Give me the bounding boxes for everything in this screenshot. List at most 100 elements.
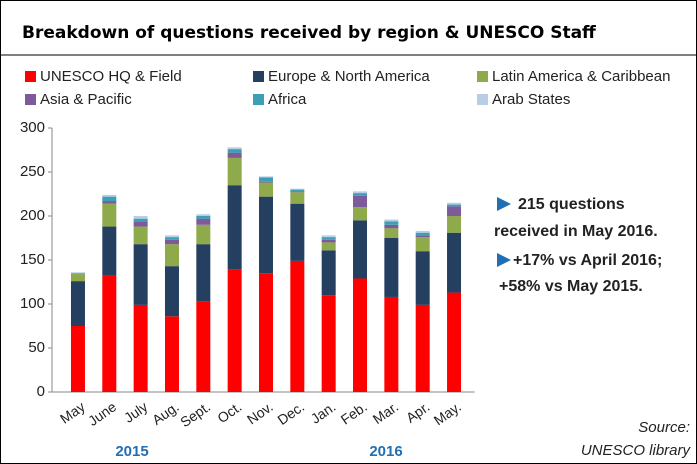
bar-segment <box>164 235 179 238</box>
bar-segment <box>384 296 399 392</box>
bar-segment <box>353 195 368 208</box>
bar-segment <box>70 273 85 275</box>
bar-segment <box>415 235 430 238</box>
year-label: 2016 <box>369 443 402 460</box>
bar-segment <box>102 196 117 202</box>
bar-segment <box>164 244 179 267</box>
source: Source: <box>638 419 690 436</box>
bar-segment <box>447 202 462 205</box>
bar-segment <box>353 193 368 196</box>
bar-segment <box>259 177 273 182</box>
bar-segment <box>290 192 305 204</box>
bar-segment <box>447 232 462 293</box>
bar-segment <box>227 147 242 150</box>
bar-segment <box>196 244 211 302</box>
bar-segment <box>70 326 85 392</box>
y-tick-label: 100 <box>20 295 45 312</box>
bar-segment <box>384 224 399 229</box>
bar-segment <box>290 189 305 192</box>
y-tick-label: 250 <box>20 163 45 180</box>
bar-segment <box>227 185 242 270</box>
bar-segment <box>227 149 242 153</box>
bar-segment <box>259 181 273 183</box>
annotation: +58% vs May 2015. <box>499 278 643 295</box>
legend-label: Latin America & Caribbean <box>492 68 670 85</box>
bar-segment <box>227 157 242 186</box>
legend-swatch <box>477 71 488 82</box>
bar-segment <box>227 152 242 158</box>
bar-segment <box>164 239 179 245</box>
annotation: received in May 2016. <box>494 223 658 240</box>
y-tick-label: 300 <box>20 119 45 136</box>
annotation: 215 questions <box>518 196 625 213</box>
bar-segment <box>384 228 399 238</box>
bar-segment <box>133 226 148 245</box>
bar-segment <box>447 204 462 207</box>
bar-segment <box>70 274 85 282</box>
bar-segment <box>259 273 273 392</box>
chart-title: Breakdown of questions received by regio… <box>22 23 596 43</box>
legend-swatch <box>25 94 36 105</box>
legend-swatch <box>253 94 264 105</box>
bar-segment <box>415 304 430 392</box>
bar-segment <box>353 207 368 221</box>
legend-label: Europe & North America <box>268 68 430 85</box>
legend-swatch <box>477 94 488 105</box>
legend-swatch <box>253 71 264 82</box>
bar-segment <box>133 221 148 227</box>
annotation-arrow <box>497 253 511 267</box>
bar-segment <box>133 218 148 222</box>
bar-segment <box>133 216 148 219</box>
bar-segment <box>196 301 211 392</box>
bar-segment <box>196 218 211 225</box>
y-tick-label: 200 <box>20 207 45 224</box>
bar-segment <box>384 221 399 225</box>
bar-segment <box>447 216 462 233</box>
bar-segment <box>415 237 430 252</box>
bar-segment <box>133 244 148 305</box>
bar-segment <box>164 316 179 392</box>
bar-segment <box>196 224 211 245</box>
bar-segment <box>321 242 336 251</box>
bar-segment <box>447 292 462 392</box>
bar-segment <box>70 281 85 326</box>
bar-segment <box>102 194 117 197</box>
bar-segment <box>102 201 117 204</box>
bar-segment <box>415 230 430 233</box>
bar-segment <box>259 182 273 197</box>
bar-segment <box>353 191 368 194</box>
bar-segment <box>321 250 336 296</box>
bar-segment <box>133 304 148 392</box>
bar-segment <box>290 188 305 190</box>
bar-segment <box>164 266 179 317</box>
bar-segment <box>415 232 430 236</box>
bar-segment <box>447 206 462 216</box>
bar-segment <box>321 295 336 392</box>
source: UNESCO library <box>581 442 692 459</box>
bar-segment <box>384 219 399 222</box>
legend-label: UNESCO HQ & Field <box>40 68 182 85</box>
bar-segment <box>384 238 399 297</box>
bar-segment <box>227 269 242 392</box>
bar-segment <box>321 235 336 238</box>
bar-segment <box>259 196 273 274</box>
bar-segment <box>321 237 336 240</box>
annotation: +17% vs April 2016; <box>513 252 662 269</box>
bar-segment <box>290 260 305 392</box>
bar-segment <box>321 239 336 243</box>
legend-label: Asia & Pacific <box>40 91 132 108</box>
y-tick-label: 150 <box>20 251 45 268</box>
bar-segment <box>353 278 368 392</box>
bar-segment <box>102 275 117 392</box>
legend-label: Arab States <box>492 91 570 108</box>
bar-segment <box>353 220 368 279</box>
bar-segment <box>259 176 273 178</box>
legend-swatch <box>25 71 36 82</box>
year-label: 2015 <box>115 443 148 460</box>
bar-segment <box>415 251 430 305</box>
bar-segment <box>102 203 117 227</box>
legend-label: Africa <box>268 91 307 108</box>
bar-segment <box>290 191 305 193</box>
